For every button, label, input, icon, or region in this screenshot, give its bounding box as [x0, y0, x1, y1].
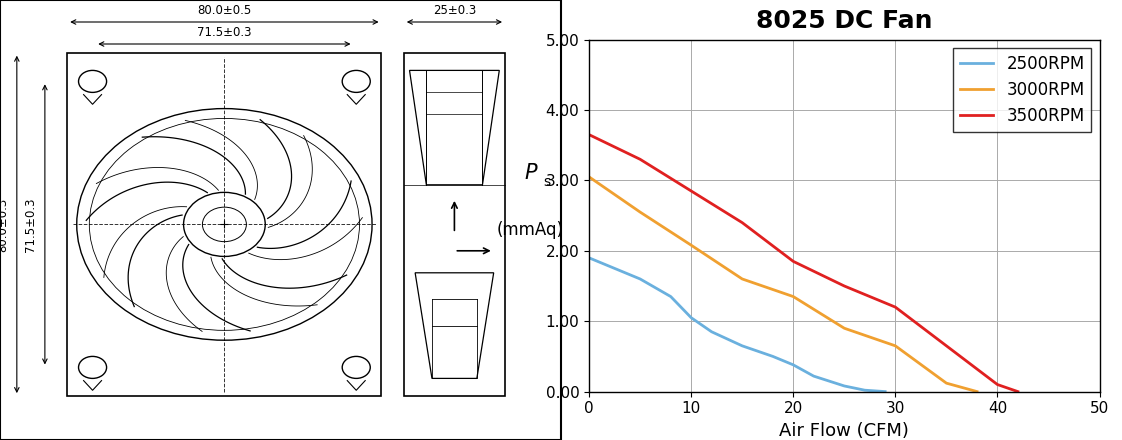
Text: 80.0±0.5: 80.0±0.5 [197, 4, 251, 18]
3500RPM [736, 220, 749, 225]
3500RPM [787, 259, 800, 264]
3500RPM [889, 304, 902, 310]
2500RPM [787, 362, 800, 367]
2500RPM [664, 294, 678, 299]
Line: 3500RPM: 3500RPM [589, 135, 1018, 392]
3000RPM [736, 276, 749, 282]
Text: P: P [524, 163, 536, 183]
Text: 71.5±0.3: 71.5±0.3 [197, 26, 251, 40]
2500RPM [582, 255, 596, 260]
2500RPM [858, 388, 872, 393]
Text: (mmAq): (mmAq) [497, 221, 564, 238]
Text: 25±0.3: 25±0.3 [433, 4, 476, 18]
2500RPM [766, 354, 780, 359]
3500RPM [582, 132, 596, 137]
2500RPM [705, 329, 718, 334]
3000RPM [684, 242, 698, 248]
3500RPM [991, 382, 1004, 387]
3000RPM [971, 389, 984, 394]
2500RPM [837, 383, 852, 389]
3500RPM [940, 343, 954, 348]
3500RPM [1011, 389, 1024, 394]
Line: 3000RPM: 3000RPM [589, 177, 977, 392]
Text: s: s [544, 175, 551, 189]
Bar [67, 53, 381, 396]
Title: 8025 DC Fan: 8025 DC Fan [756, 10, 932, 33]
3000RPM [582, 174, 596, 180]
2500RPM [684, 315, 698, 320]
Text: 80.0±0.3: 80.0±0.3 [0, 197, 9, 252]
3000RPM [634, 209, 647, 215]
3500RPM [684, 188, 698, 194]
3000RPM [889, 343, 902, 348]
Bar [404, 53, 505, 396]
2500RPM [807, 374, 820, 379]
Legend: 2500RPM, 3000RPM, 3500RPM: 2500RPM, 3000RPM, 3500RPM [953, 48, 1092, 132]
3500RPM [634, 157, 647, 162]
2500RPM [736, 343, 749, 348]
2500RPM [634, 276, 647, 282]
2500RPM [603, 264, 616, 269]
3000RPM [787, 294, 800, 299]
Text: 71.5±0.3: 71.5±0.3 [25, 197, 37, 252]
X-axis label: Air Flow (CFM): Air Flow (CFM) [780, 422, 909, 440]
2500RPM [879, 389, 892, 394]
3500RPM [837, 283, 852, 289]
Line: 2500RPM: 2500RPM [589, 258, 885, 392]
3000RPM [940, 381, 954, 386]
3000RPM [837, 326, 852, 331]
